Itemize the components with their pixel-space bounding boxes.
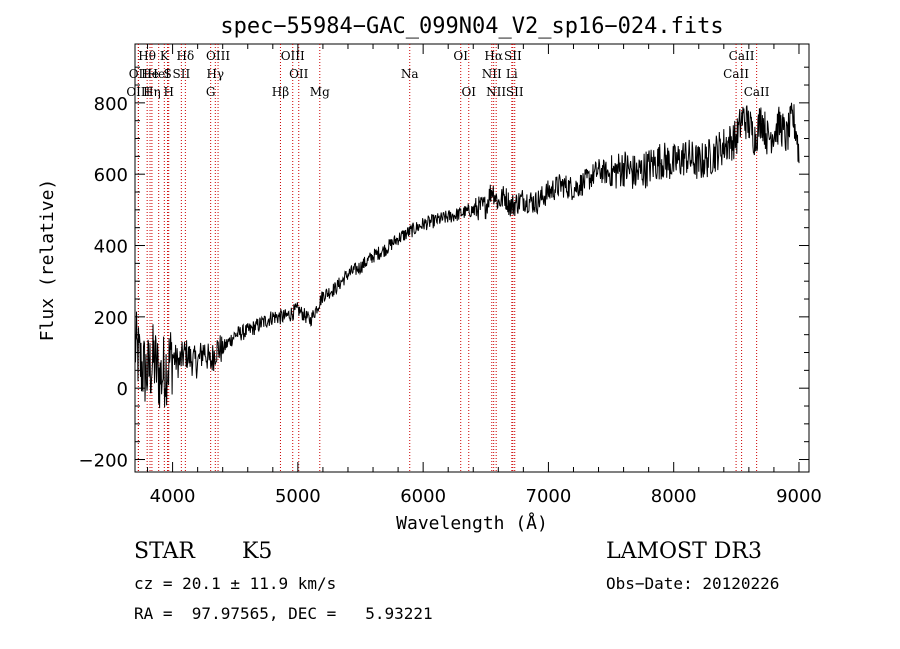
line-label-26: SII <box>506 85 524 99</box>
y-axis-label: Flux (relative) <box>37 179 58 342</box>
line-label-29: CaII <box>744 85 770 99</box>
y-tick-label: 200 <box>94 308 128 329</box>
line-label-23: NII <box>486 85 506 99</box>
line-label-11: OIII <box>206 49 230 63</box>
x-tick-label: 8000 <box>651 486 697 507</box>
survey-name: LAMOST DR3 <box>606 539 762 564</box>
axis-ticks <box>135 44 809 472</box>
line-label-18: Na <box>401 67 419 81</box>
line-label-16: OII <box>289 67 309 81</box>
x-tick-labels: 4000 5000 6000 7000 8000 9000 <box>150 486 822 507</box>
line-label-4: Hη <box>143 85 161 99</box>
spectral-line-labels: Hθ OII OIII He Hη HeI KSH Hδ SII OIII Hγ G Hβ OIII OII… <box>126 49 769 99</box>
line-label-10: SII <box>173 67 191 81</box>
x-tick-label: 4000 <box>150 486 196 507</box>
line-label-9: Hδ <box>177 49 195 63</box>
x-tick-label: 9000 <box>776 486 822 507</box>
line-label-14: Hβ <box>272 85 289 99</box>
x-tick-label: 7000 <box>526 486 572 507</box>
y-tick-label: −200 <box>79 451 128 472</box>
line-label-3: He <box>141 67 159 81</box>
line-label-6: K <box>160 49 170 63</box>
line-label-7: S <box>163 67 171 81</box>
line-label-17: Mg <box>310 85 330 99</box>
chart-title: spec−55984−GAC_099N04_V2_sp16−024.fits <box>220 14 723 39</box>
line-label-20: OI <box>461 85 476 99</box>
series-group <box>134 102 800 409</box>
line-label-25: Li <box>506 67 518 81</box>
object-class: STAR <box>134 539 195 564</box>
cz-value: cz = 20.1 ± 11.9 km/s <box>134 574 337 593</box>
y-tick-label: 800 <box>94 94 128 115</box>
line-label-22: NII <box>482 67 502 81</box>
line-label-13: G <box>206 85 216 99</box>
line-label-15: OIII <box>281 49 305 63</box>
line-label-28: CaII <box>723 67 749 81</box>
y-tick-label: 0 <box>117 379 128 400</box>
line-label-8: H <box>163 85 173 99</box>
line-label-24: SII <box>504 49 522 63</box>
plot-area <box>134 43 810 473</box>
spectral-line-markers <box>137 44 758 472</box>
y-tick-label: 400 <box>94 237 128 258</box>
line-label-0: Hθ <box>138 49 156 63</box>
y-tick-label: 600 <box>94 165 128 186</box>
line-label-1: OII <box>129 67 149 81</box>
line-label-21: Hα <box>484 49 503 63</box>
obs-date: Obs−Date: 20120226 <box>606 574 780 593</box>
object-subclass: K5 <box>242 539 273 564</box>
spectrum-line-0 <box>134 102 800 409</box>
coordinates: RA = 97.97565, DEC = 5.93221 <box>134 604 433 623</box>
line-label-27: CaII <box>729 49 755 63</box>
x-axis-label: Wavelength (Å) <box>396 512 548 534</box>
line-label-2: OIII <box>126 85 150 99</box>
x-tick-label: 5000 <box>275 486 321 507</box>
line-label-19: OI <box>453 49 468 63</box>
line-label-12: Hγ <box>206 67 224 81</box>
y-tick-labels: −200 0 200 400 600 800 <box>79 94 128 472</box>
x-tick-label: 6000 <box>400 486 446 507</box>
line-label-5: HeI <box>148 67 171 81</box>
